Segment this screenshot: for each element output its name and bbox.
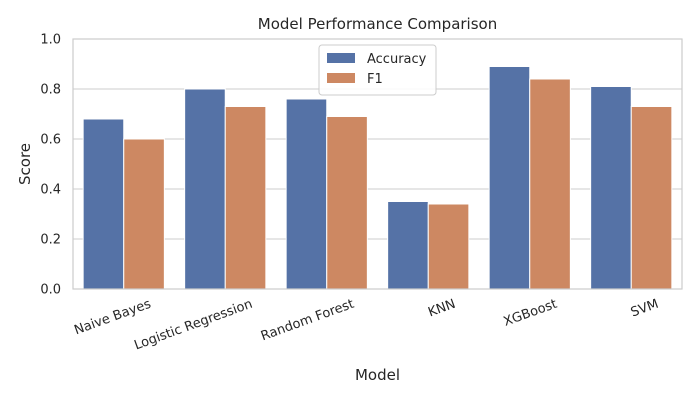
x-axis-label: Model: [355, 366, 400, 384]
y-tick-label: 0.8: [40, 83, 61, 98]
y-axis-label: Score: [16, 143, 34, 185]
bar-accuracy-3: [387, 201, 429, 290]
bar-f1-0: [123, 138, 165, 290]
bars-group: [82, 66, 673, 290]
y-tick-label: 0.6: [40, 133, 61, 148]
bar-f1-3: [427, 203, 470, 290]
legend-swatch-f1: [327, 73, 355, 83]
legend: Accuracy F1: [318, 44, 437, 96]
bar-accuracy-4: [488, 66, 531, 290]
x-tick-label: XGBoost: [502, 297, 559, 330]
x-tick-label: KNN: [426, 297, 457, 321]
plot-frame: [72, 38, 683, 290]
bar-accuracy-0: [82, 118, 125, 290]
x-tick-label: Naive Bayes: [72, 297, 153, 339]
bar-accuracy-5: [590, 86, 632, 290]
bar-f1-4: [529, 78, 571, 290]
y-tick-label: 0.2: [40, 233, 61, 248]
legend-label-accuracy: Accuracy: [367, 52, 427, 67]
y-tick-label: 0.0: [40, 283, 61, 298]
x-tick-label: Random Forest: [259, 297, 356, 345]
bar-f1-5: [630, 106, 673, 290]
bar-accuracy-2: [285, 98, 328, 290]
bar-f1-2: [326, 116, 368, 290]
y-tick-label: 0.4: [40, 183, 61, 198]
legend-label-f1: F1: [367, 72, 383, 87]
y-tick-label: 1.0: [40, 33, 61, 48]
bar-f1-1: [224, 106, 267, 290]
bar-accuracy-1: [184, 88, 226, 290]
legend-swatch-accuracy: [327, 53, 355, 63]
y-tick-labels: 0.0 0.2 0.4 0.6 0.8 1.0: [40, 33, 61, 298]
chart-title: Model Performance Comparison: [258, 15, 497, 33]
x-tick-label: SVM: [629, 297, 661, 321]
